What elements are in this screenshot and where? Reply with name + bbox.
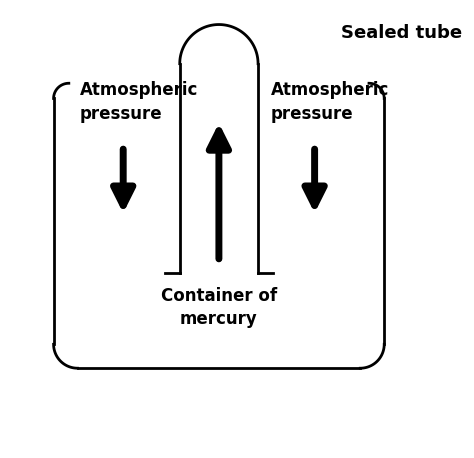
Text: Container of: Container of <box>161 288 277 305</box>
Text: pressure: pressure <box>80 105 162 123</box>
Text: pressure: pressure <box>271 105 354 123</box>
Text: Atmospheric: Atmospheric <box>80 81 198 99</box>
Text: Atmospheric: Atmospheric <box>271 81 390 99</box>
Text: mercury: mercury <box>180 311 258 328</box>
Text: Sealed tube: Sealed tube <box>341 24 462 42</box>
